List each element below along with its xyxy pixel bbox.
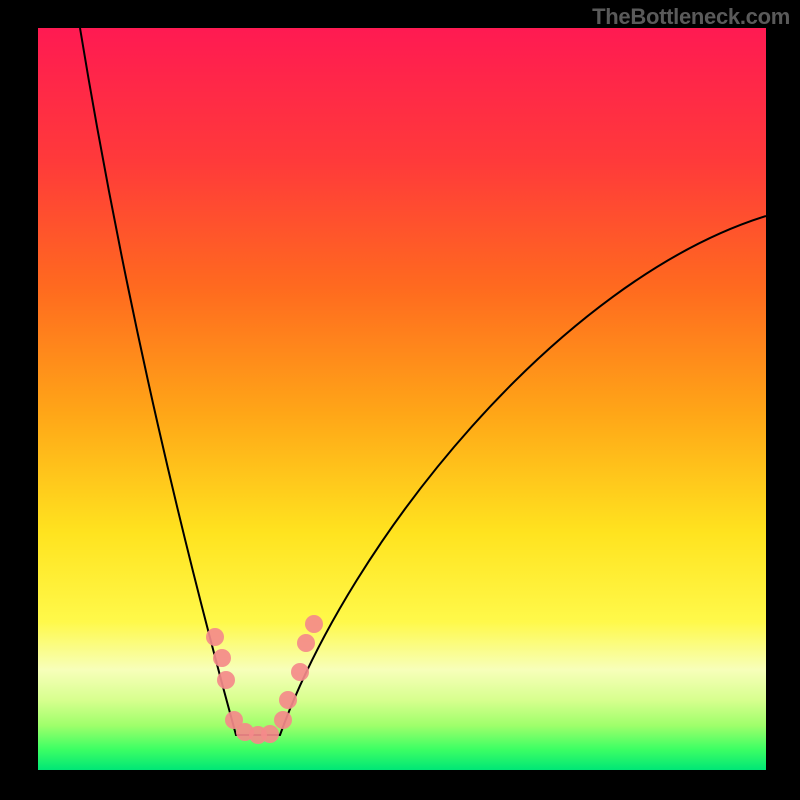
marker-point	[206, 628, 224, 646]
chart-container: TheBottleneck.com	[0, 0, 800, 800]
marker-point	[261, 725, 279, 743]
marker-point	[291, 663, 309, 681]
marker-point	[274, 711, 292, 729]
plot-area	[38, 28, 766, 770]
marker-point	[217, 671, 235, 689]
marker-point	[279, 691, 297, 709]
watermark-text: TheBottleneck.com	[592, 4, 790, 30]
marker-point	[305, 615, 323, 633]
bottleneck-chart	[0, 0, 800, 800]
marker-point	[297, 634, 315, 652]
marker-point	[213, 649, 231, 667]
